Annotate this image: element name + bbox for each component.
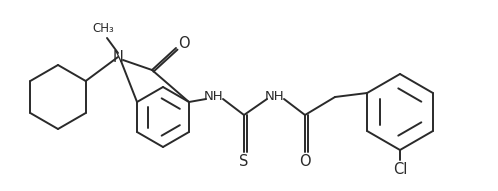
Text: N: N <box>113 49 124 65</box>
Text: Cl: Cl <box>393 163 407 177</box>
Text: S: S <box>240 154 249 168</box>
Text: O: O <box>299 154 311 168</box>
Text: CH₃: CH₃ <box>92 23 114 36</box>
Text: NH: NH <box>204 91 224 104</box>
Text: O: O <box>178 36 190 52</box>
Text: NH: NH <box>265 91 285 104</box>
